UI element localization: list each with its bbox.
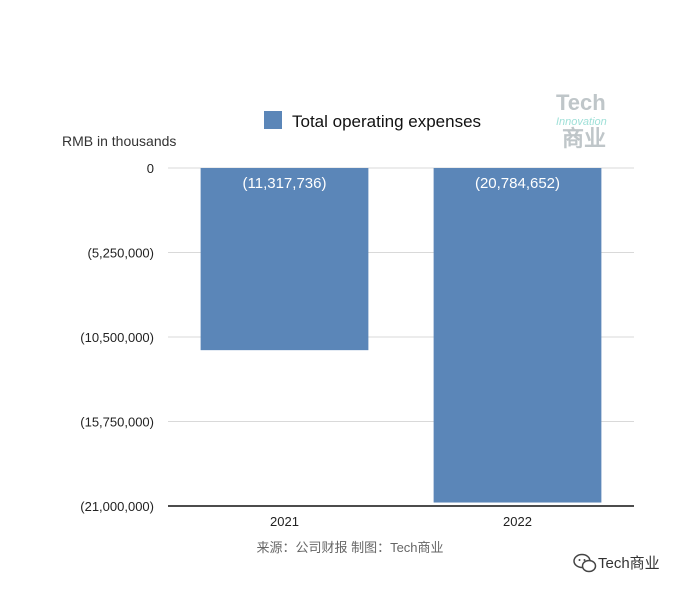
y-axis-ticks: 0 (5,250,000) (10,500,000) (15,750,000) (21,… xyxy=(80,161,154,514)
data-labels: (11,317,736) (20,784,652) xyxy=(243,175,561,192)
wechat-icon xyxy=(573,553,597,573)
y-tick-label: (10,500,000) xyxy=(80,330,154,345)
y-tick-label: 0 xyxy=(147,161,154,176)
source-note: 来源：公司财报 制图：Tech商业 xyxy=(256,540,443,555)
legend-swatch xyxy=(264,111,282,129)
y-tick-label: (21,000,000) xyxy=(80,499,154,514)
watermark-tech: Tech xyxy=(556,90,606,115)
bars xyxy=(200,168,602,503)
watermark: Tech Innovation 商业 xyxy=(556,90,607,151)
category-label-2022: 2022 xyxy=(503,514,532,529)
wechat-badge: Tech商业 xyxy=(573,553,660,573)
bar-2022 xyxy=(433,168,602,503)
category-label-2021: 2021 xyxy=(270,514,299,529)
y-axis-title: RMB in thousands xyxy=(62,133,176,149)
y-tick-label: (15,750,000) xyxy=(80,415,154,430)
y-tick-label: (5,250,000) xyxy=(88,246,155,261)
bar-2021 xyxy=(200,168,369,351)
data-label-2021: (11,317,736) xyxy=(243,175,327,192)
watermark-innovation: Innovation xyxy=(556,116,607,128)
badge-text: Tech商业 xyxy=(598,555,660,572)
data-label-2022: (20,784,652) xyxy=(475,175,560,192)
watermark-cn: 商业 xyxy=(562,126,606,151)
legend-label: Total operating expenses xyxy=(292,112,481,131)
x-axis-categories: 2021 2022 xyxy=(270,514,532,529)
legend: Total operating expenses xyxy=(264,111,481,131)
